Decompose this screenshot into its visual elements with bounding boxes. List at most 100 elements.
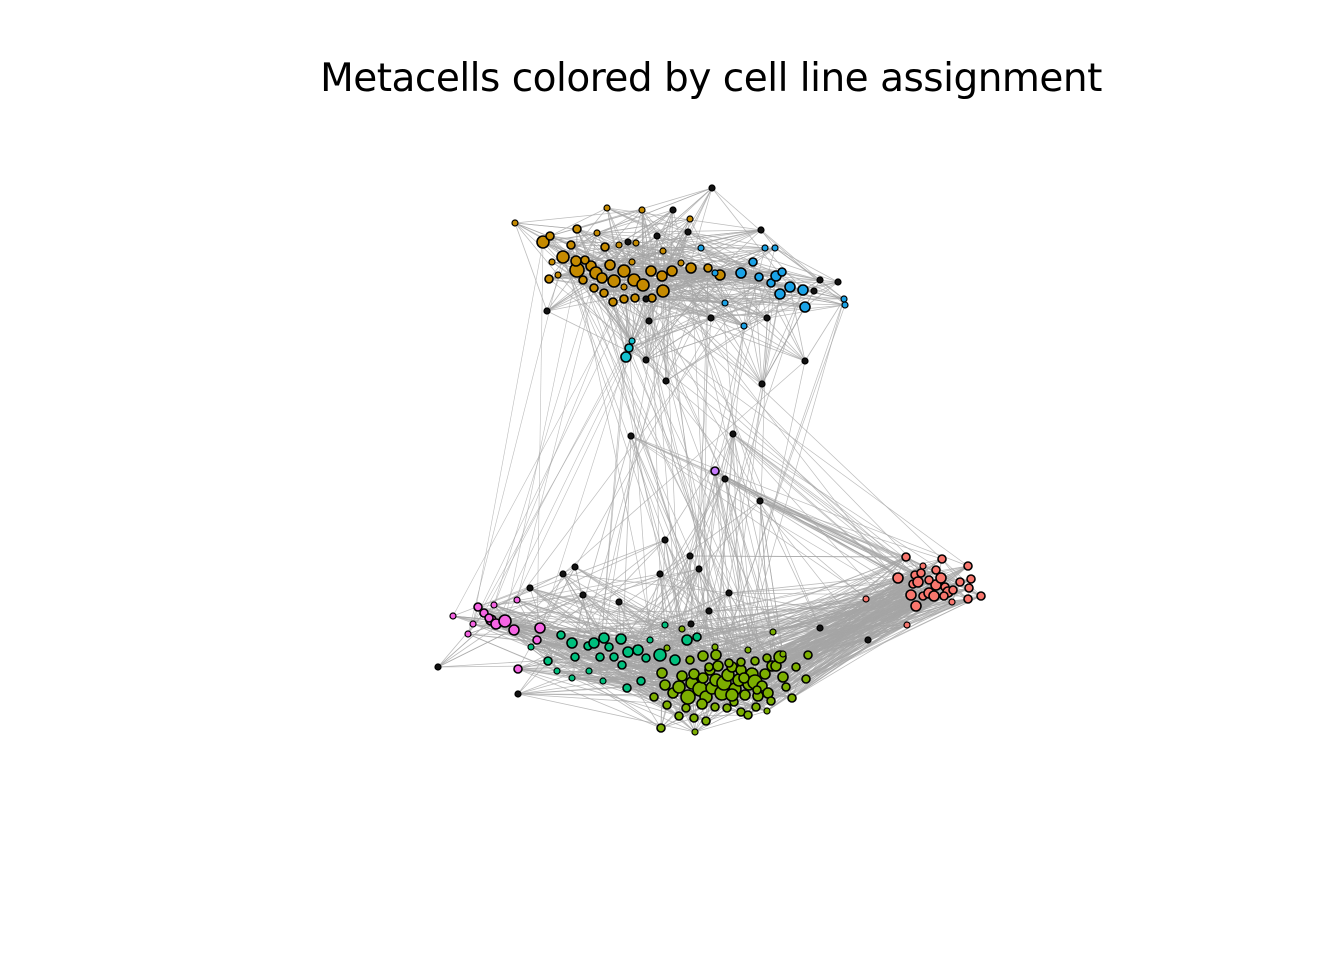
edge — [601, 277, 749, 651]
edge — [549, 207, 608, 237]
edge — [933, 565, 969, 597]
metacell-node — [641, 653, 651, 663]
edge — [714, 272, 845, 300]
metacell-node — [464, 630, 472, 638]
edge — [732, 433, 937, 586]
metacell-node — [725, 589, 733, 597]
metacell-node — [964, 583, 974, 593]
edge — [664, 433, 734, 541]
metacell-node — [653, 232, 661, 240]
metacell-node — [642, 356, 650, 364]
edge — [560, 574, 916, 636]
metacell-node — [661, 536, 669, 544]
metacell-node — [744, 646, 752, 654]
edge — [618, 244, 742, 274]
metacell-node — [589, 283, 599, 293]
edge — [516, 276, 760, 601]
edge — [514, 222, 578, 230]
metacell-node — [903, 621, 911, 629]
metacell-node — [791, 662, 801, 672]
metacell-node — [570, 652, 580, 662]
metacell-node — [559, 570, 567, 578]
edge — [642, 284, 937, 586]
edge — [634, 297, 733, 668]
metacell-node — [527, 643, 535, 651]
edge — [635, 242, 917, 607]
edge — [514, 222, 559, 276]
edge — [764, 556, 907, 675]
metacell-node — [636, 676, 646, 686]
metacell-node — [604, 259, 616, 271]
edge — [529, 587, 661, 656]
metacell-node — [711, 269, 719, 277]
edge — [665, 317, 768, 382]
metacell-node — [628, 337, 636, 345]
metacell-node — [543, 656, 553, 666]
edge — [517, 272, 742, 670]
metacell-node — [751, 702, 761, 712]
edge — [467, 347, 630, 635]
metacell-node — [628, 258, 636, 266]
edge — [740, 272, 763, 385]
metacell-node — [603, 204, 611, 212]
edge — [612, 301, 768, 319]
edge — [576, 269, 668, 706]
edge — [728, 572, 922, 594]
metacell-node — [966, 574, 976, 584]
metacell-node — [615, 633, 627, 645]
edge — [710, 281, 839, 319]
edge — [672, 209, 774, 633]
edge — [804, 298, 845, 362]
edge — [596, 187, 713, 234]
edge — [690, 317, 712, 625]
metacell-node — [722, 703, 732, 713]
metacell-node — [656, 270, 668, 282]
edge — [549, 235, 768, 659]
metacell-node — [508, 624, 520, 636]
metacell-node — [526, 584, 534, 592]
edge — [791, 591, 949, 699]
metacell-node — [840, 295, 848, 303]
metacell-node — [622, 646, 634, 658]
edge — [645, 250, 664, 361]
edge — [747, 587, 970, 716]
metacell-node — [638, 206, 646, 214]
metacell-node — [659, 679, 671, 691]
edge — [495, 623, 668, 706]
metacell-node — [653, 648, 667, 662]
edge — [452, 279, 635, 617]
edge — [604, 246, 766, 249]
edge — [582, 594, 620, 603]
edge — [731, 556, 907, 668]
metacell-node — [548, 258, 556, 266]
metacell-node — [579, 591, 587, 599]
edge — [724, 478, 912, 596]
edge — [700, 247, 806, 362]
metacell-node — [754, 272, 764, 282]
edge — [593, 262, 682, 644]
edge — [576, 228, 620, 246]
metacell-node — [919, 562, 927, 570]
metacell-node — [748, 257, 758, 267]
edge — [656, 235, 821, 629]
metacell-node — [534, 622, 546, 634]
metacell-node — [686, 552, 694, 560]
metacell-node — [599, 288, 609, 298]
edge — [700, 247, 777, 277]
metacell-node — [707, 314, 715, 322]
metacell-node — [684, 228, 692, 236]
edge — [514, 222, 548, 312]
edge — [495, 356, 627, 625]
edge — [662, 290, 723, 694]
metacell-node — [662, 700, 672, 710]
edge — [732, 433, 919, 583]
metacell-node — [615, 241, 623, 249]
metacell-node — [697, 672, 709, 684]
metacell-node — [571, 563, 579, 571]
metacell-node — [771, 244, 779, 252]
edge — [571, 594, 584, 679]
metacell-node — [703, 263, 713, 273]
metacell-node — [669, 206, 677, 214]
metacell-node — [553, 667, 561, 675]
